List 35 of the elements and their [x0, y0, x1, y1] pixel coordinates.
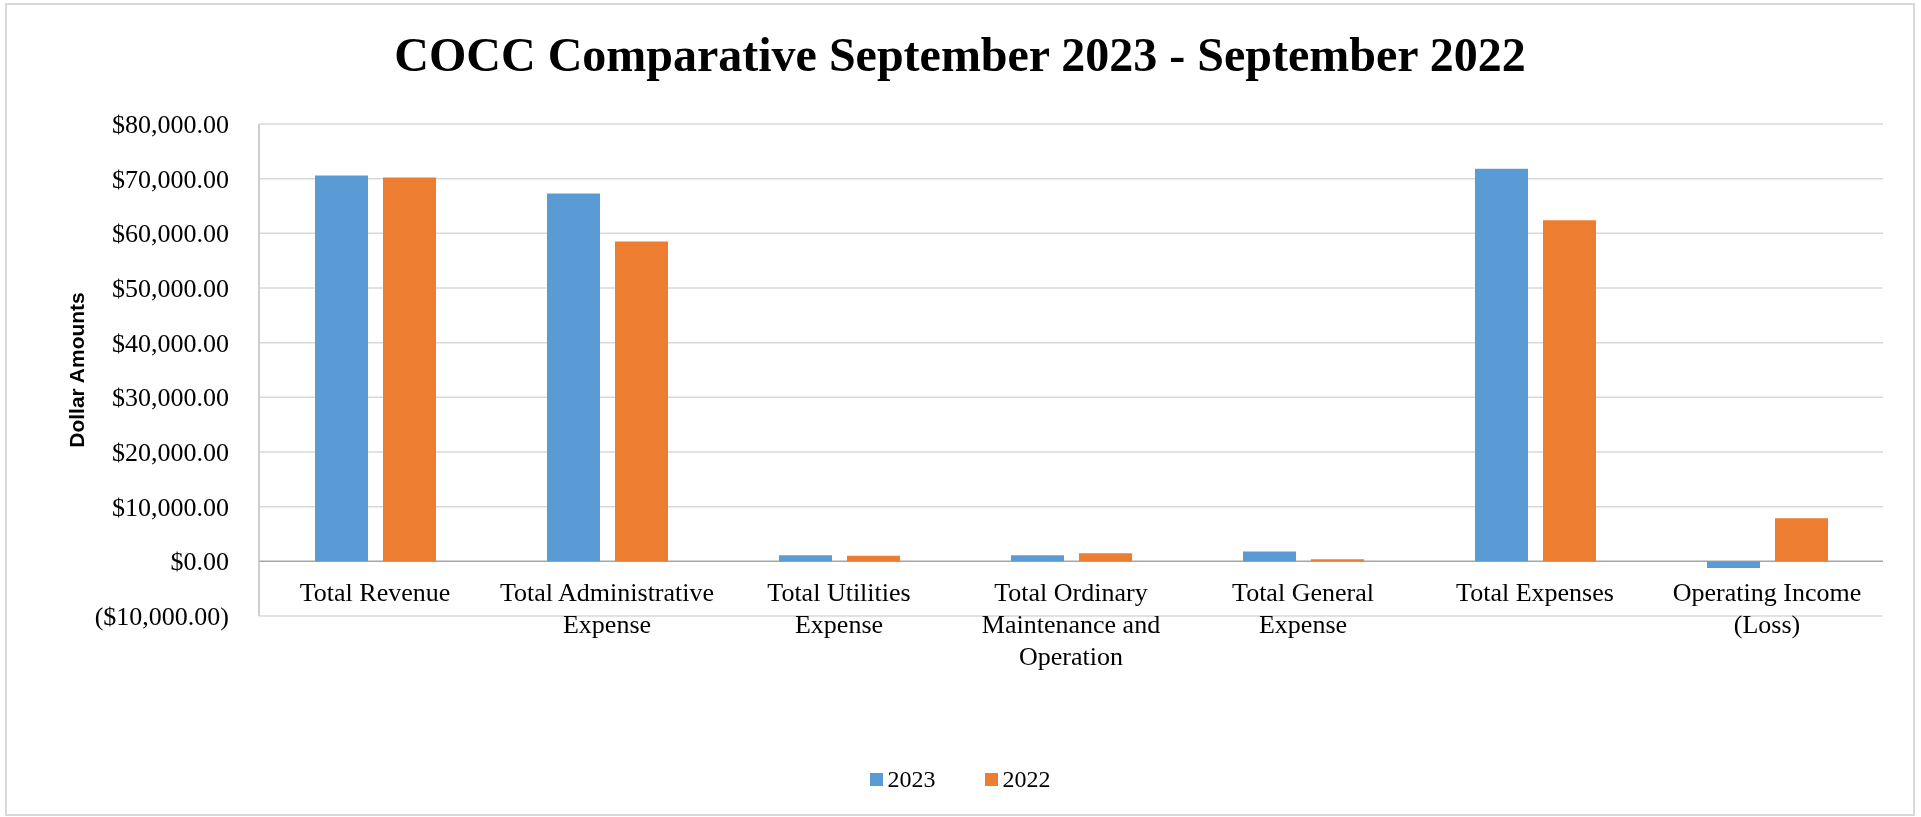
bar — [1011, 555, 1064, 562]
x-tick-label: Total General Expense — [1232, 578, 1374, 640]
x-tick-label: Total Utilities Expense — [767, 578, 911, 640]
legend-label: 2023 — [887, 765, 936, 794]
y-tick-label: $70,000.00 — [112, 164, 229, 194]
bar — [615, 241, 668, 562]
bar — [779, 555, 832, 562]
bar — [1707, 561, 1760, 568]
bar — [1311, 559, 1364, 562]
y-tick-label: $0.00 — [170, 547, 229, 577]
bar — [1243, 551, 1296, 562]
chart-title: COCC Comparative September 2023 - September 2022 — [393, 28, 1527, 81]
x-tick-label: Total Administrative Expense — [499, 578, 715, 640]
bar — [315, 175, 368, 562]
y-tick-label: ($10,000.00) — [94, 602, 229, 632]
x-tick-label: Operating Income (Loss) — [1672, 578, 1862, 640]
y-tick-label: $50,000.00 — [112, 274, 229, 304]
bar — [1775, 518, 1828, 562]
y-tick-label: $20,000.00 — [112, 438, 229, 468]
y-tick-label: $40,000.00 — [112, 328, 229, 358]
bar — [1475, 168, 1528, 562]
y-tick-label: $10,000.00 — [112, 492, 229, 522]
y-axis-title: Dollar Amounts — [64, 292, 88, 448]
bar — [847, 555, 900, 562]
x-tick-label: Total Revenue — [299, 578, 451, 608]
bar — [383, 177, 436, 562]
bar — [547, 193, 600, 562]
x-tick-label: Total Expenses — [1456, 578, 1614, 608]
y-tick-label: $80,000.00 — [112, 110, 229, 140]
y-tick-label: $30,000.00 — [112, 383, 229, 413]
legend-label: 2022 — [1002, 765, 1051, 794]
bar — [1543, 220, 1596, 562]
bar — [1079, 553, 1132, 562]
y-tick-label: $60,000.00 — [112, 219, 229, 249]
x-tick-label: Total Ordinary Maintenance and Operation — [981, 578, 1161, 672]
